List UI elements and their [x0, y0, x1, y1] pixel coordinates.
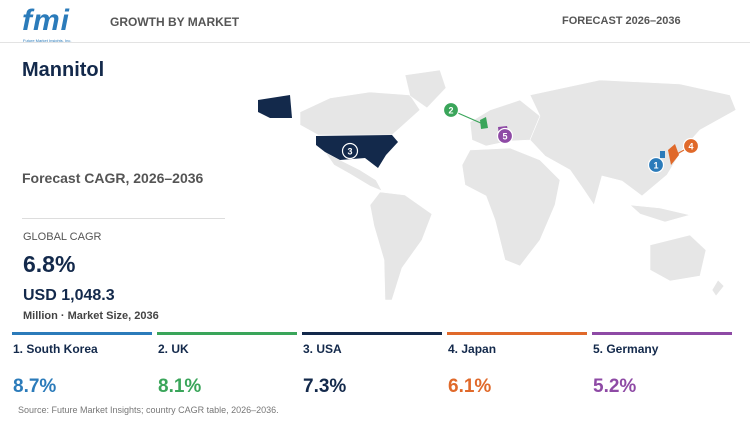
card-cagr: 5.2%: [593, 376, 637, 397]
market-size-note: Million · Market Size, 2036: [23, 310, 159, 322]
marker: [496, 127, 514, 145]
card-name: 4. Japan: [448, 342, 497, 356]
forecast-label: FORECAST 2026–2036: [562, 15, 681, 27]
marker-label: 4: [688, 142, 693, 152]
market-size: USD 1,048.3: [23, 287, 115, 304]
uk-shape: [480, 117, 488, 129]
section-label: GROWTH BY MARKET: [110, 15, 240, 29]
marker-label: 3: [347, 147, 352, 157]
source: Source: Future Market Insights; country …: [18, 405, 279, 415]
japan-shape: [668, 144, 679, 165]
card-name: 5. Germany: [593, 342, 659, 356]
marker: [442, 101, 460, 119]
subtitle: Forecast CAGR, 2026–2036: [22, 170, 204, 186]
card-bar: [302, 332, 442, 335]
card-bar: [447, 332, 587, 335]
card-bar: [157, 332, 297, 335]
card-cagr: 6.1%: [448, 376, 492, 397]
land: [529, 79, 737, 206]
land: [629, 204, 691, 223]
divider: [22, 218, 225, 219]
marker: [682, 137, 700, 155]
card-name: 1. South Korea: [13, 342, 98, 356]
global-label: GLOBAL CAGR: [23, 231, 102, 243]
land: [369, 191, 433, 301]
card-cagr: 8.1%: [158, 376, 202, 397]
land: [711, 279, 725, 297]
marker: [647, 156, 665, 174]
marker-label: 2: [448, 106, 453, 116]
card-name: 2. UK: [158, 342, 189, 356]
land: [324, 151, 383, 192]
land: [404, 69, 447, 109]
header-rule: [0, 42, 750, 43]
logo: fmi: [22, 4, 70, 37]
korea-shape: [660, 151, 665, 158]
land: [461, 147, 561, 267]
land: [299, 91, 421, 136]
card-name: 3. USA: [303, 342, 342, 356]
logo-tagline: Future Market Insights, Inc.: [23, 38, 72, 43]
marker-label: 5: [502, 132, 507, 142]
marker: [341, 142, 359, 160]
title: Mannitol: [22, 59, 105, 81]
marker-label: 1: [653, 161, 658, 171]
card-bar: [12, 332, 152, 335]
card-cagr: 7.3%: [303, 376, 347, 397]
card-cagr: 8.7%: [13, 376, 57, 397]
global-cagr: 6.8%: [23, 251, 76, 277]
world-map: 1 2 3 4 5: [258, 69, 737, 301]
usa-alaska-shape: [258, 95, 292, 118]
land: [649, 234, 707, 282]
card-bar: [592, 332, 732, 335]
